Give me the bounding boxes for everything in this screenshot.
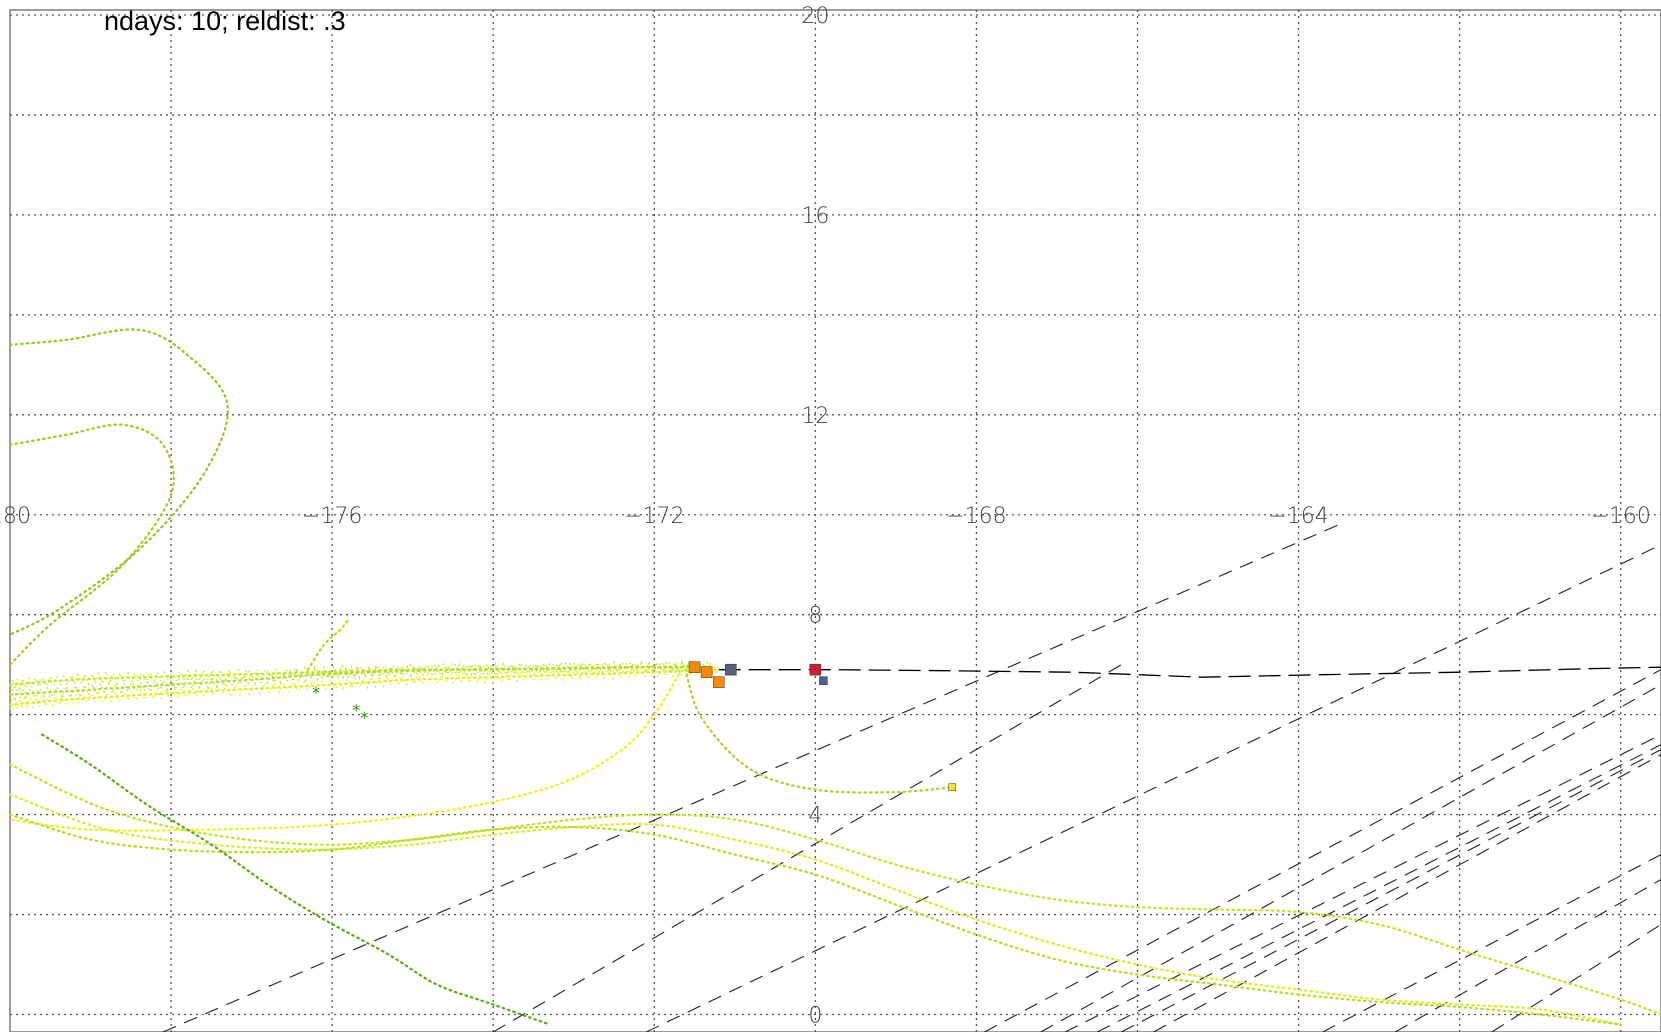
- diagonal-dashed-line: [1153, 754, 1661, 1032]
- track-markers: ** *: [312, 661, 957, 791]
- square-marker: [688, 661, 701, 673]
- ensemble-track: [8, 666, 696, 696]
- x-tick-label: −160: [1591, 504, 1651, 529]
- ensemble-track: [8, 328, 229, 636]
- square-marker: [725, 663, 737, 676]
- star-marker: *: [360, 708, 368, 727]
- ensemble-track: [41, 733, 551, 1026]
- square-marker: [948, 783, 957, 791]
- ensemble-track: [8, 813, 1622, 1026]
- grid-lines: [10, 10, 1661, 1032]
- ensemble-track: [8, 763, 1661, 1016]
- x-tick-label: −172: [624, 504, 684, 529]
- ensemble-track-spread: [9, 662, 720, 712]
- plot-frame: [9, 9, 1661, 1032]
- square-marker: [712, 676, 725, 688]
- y-tick-label: 12: [801, 404, 829, 429]
- x-tick-label: −168: [946, 504, 1006, 529]
- diagonal-dashed-line: [162, 524, 1340, 1032]
- ensemble-track: [8, 673, 680, 832]
- y-tick-label: 0: [808, 1004, 822, 1029]
- chart-title: ndays: 10; reldist: .3: [104, 6, 346, 36]
- diagonal-dashed-line: [646, 544, 1661, 1032]
- ensemble-track: [685, 673, 954, 794]
- star-marker: *: [352, 701, 360, 720]
- diagonal-dashed-line: [1322, 854, 1661, 1032]
- square-marker: [819, 676, 828, 685]
- y-tick-label: 16: [801, 204, 829, 229]
- y-tick-label: 20: [801, 4, 829, 29]
- y-tick-label: 4: [808, 804, 822, 829]
- tick-labels: 180 −176 −172 −168 −164 −160 0 4 8 12 16 20: [0, 4, 1651, 1029]
- diagonal-dashed-line: [1121, 749, 1661, 1032]
- diagonal-dashed-line: [1491, 924, 1661, 1032]
- square-marker: [700, 666, 713, 678]
- star-marker: *: [312, 683, 320, 702]
- x-tick-label: −164: [1268, 504, 1328, 529]
- diagonal-dashed-line: [1394, 879, 1661, 1032]
- y-tick-label: 8: [808, 604, 822, 629]
- diagonal-dashed-line: [1096, 744, 1661, 1032]
- x-tick-label: −176: [302, 504, 362, 529]
- x-tick-label: 180: [0, 504, 31, 529]
- ensemble-track: [8, 668, 720, 706]
- diagonal-dashed-line: [492, 664, 1122, 1032]
- square-marker: [809, 663, 822, 676]
- diagonal-dashed-lines: [162, 524, 1661, 1032]
- diagonal-dashed-line: [984, 669, 1661, 1032]
- ensemble-tracks: [8, 328, 1661, 1026]
- diagonal-dashed-line: [1064, 734, 1661, 1032]
- ensemble-track: [8, 423, 175, 666]
- diagonal-dashed-line: [1040, 684, 1661, 1032]
- ensemble-track: [306, 618, 350, 671]
- ensemble-track-spread: [9, 659, 696, 701]
